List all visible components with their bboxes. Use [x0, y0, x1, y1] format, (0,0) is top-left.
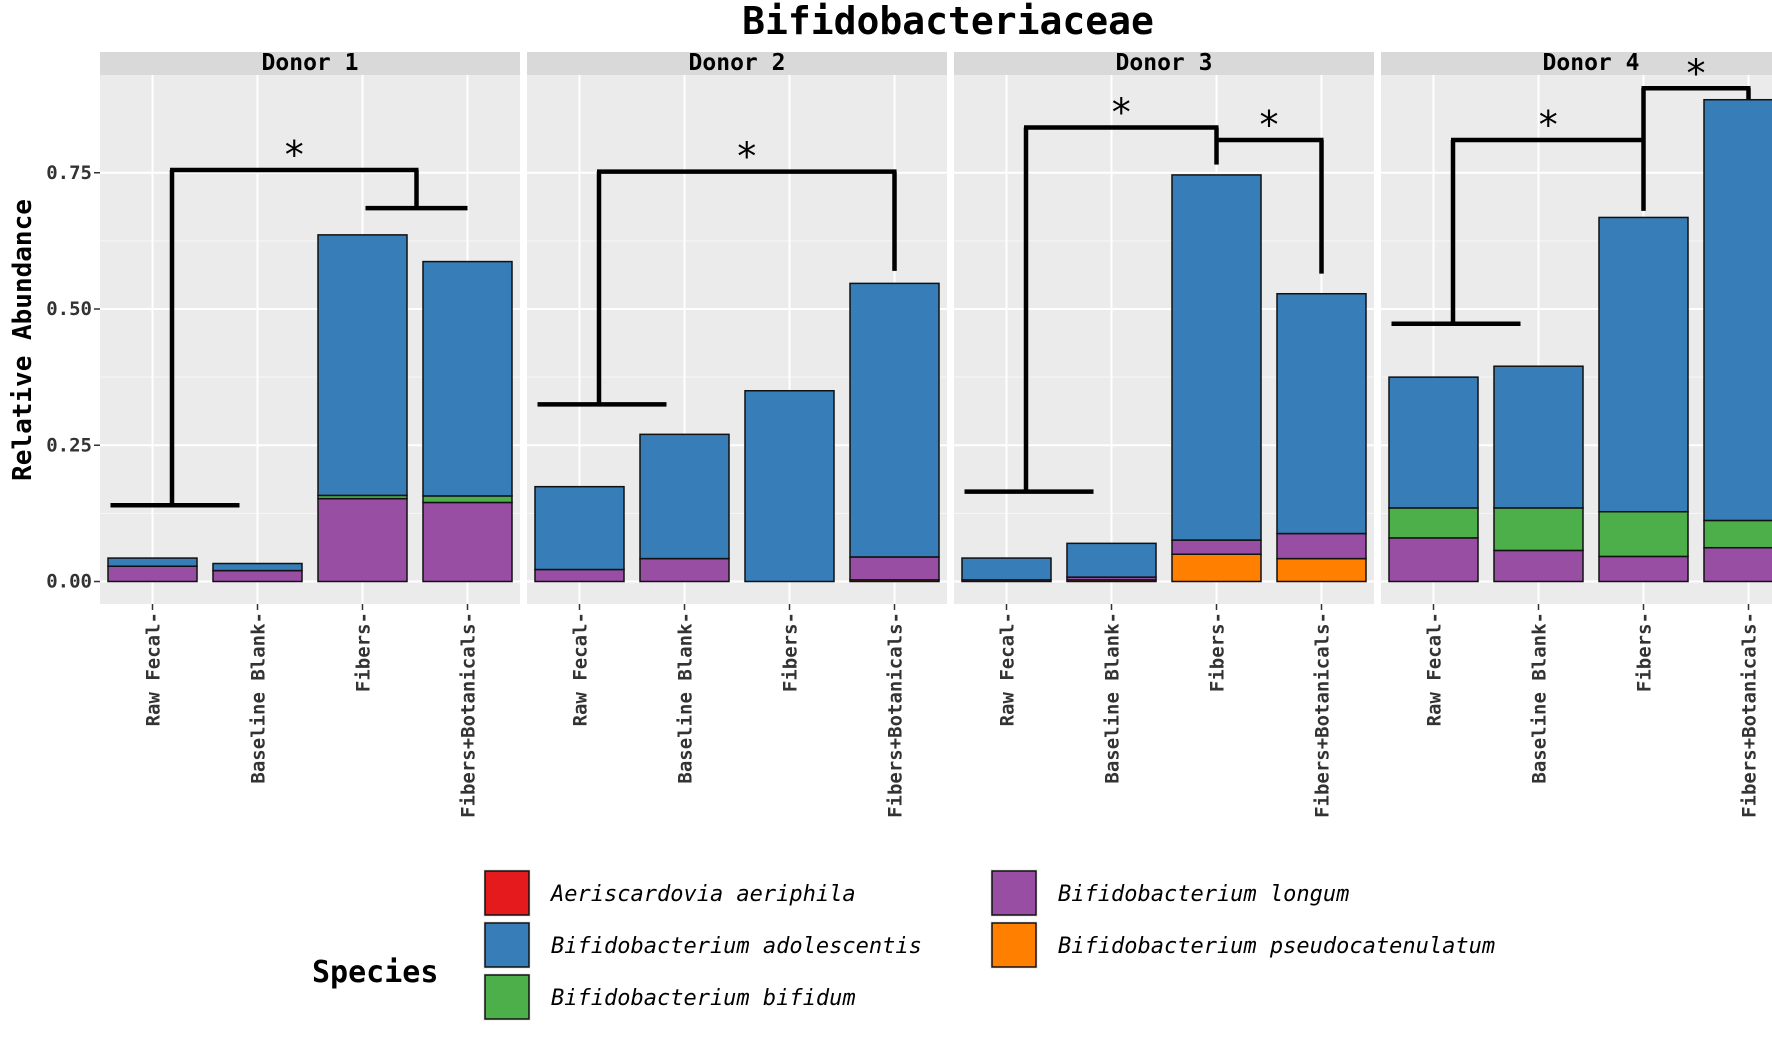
significance-bracket: *	[110, 133, 468, 508]
bar-segment-bifidobacterium-longum-fibers-botanicals	[849, 556, 940, 581]
y-tick-label: 0.75	[46, 162, 92, 184]
bar-segment-bifidobacterium-bifidum-baseline-blank	[1493, 507, 1584, 552]
facet-label-donor-2: Donor 2	[689, 50, 786, 76]
significance-bracket: *	[1214, 103, 1324, 274]
significance-star: *	[1112, 91, 1131, 135]
x-tick-label-raw-fecal: Raw Fecal-	[1424, 612, 1446, 726]
x-tick-label-fibers: Fibers-	[1207, 612, 1229, 692]
bar-segment-bifidobacterium-pseudocatenulatum-fibers	[1171, 553, 1262, 583]
legend-label-bifidobacterium-bifidum: Bifidobacterium bifidum	[551, 986, 856, 1011]
legend-swatch-bifidobacterium-adolescentis	[484, 922, 530, 968]
bar-segment-bifidobacterium-adolescentis-raw-fecal	[1388, 376, 1479, 509]
legend-label-aeriscardovia-aeriphila: Aeriscardovia aeriphila	[549, 882, 856, 907]
panel-donor-3: Donor 3 Raw Fecal- Baseline Blank- Fibers- F…	[954, 50, 1374, 818]
significance-star: *	[1687, 51, 1706, 95]
legend-label-bifidobacterium-longum: Bifidobacterium longum	[1058, 882, 1349, 907]
bar-segment-bifidobacterium-longum-raw-fecal	[1388, 537, 1479, 583]
x-tick-label-fibers: Fibers-	[780, 612, 802, 692]
legend-swatch-bifidobacterium-longum	[991, 870, 1037, 916]
bar-segment-bifidobacterium-adolescentis-fibers-botanicals	[1703, 98, 1772, 522]
x-tick-label-fibers: Fibers-	[1634, 612, 1656, 692]
bar-segment-bifidobacterium-longum-baseline-blank	[639, 557, 730, 583]
bar-segment-bifidobacterium-longum-raw-fecal	[107, 565, 198, 583]
panel-donor-4: Donor 4 Raw Fecal- Baseline Blank- Fibers- F…	[1381, 50, 1772, 818]
x-tick-label-fibers-botanicals: Fibers+Botanicals-	[1739, 612, 1761, 818]
x-tick-label-raw-fecal: Raw Fecal-	[143, 612, 165, 726]
x-tick-label-fibers-botanicals: Fibers+Botanicals-	[458, 612, 480, 818]
bar-segment-bifidobacterium-bifidum-raw-fecal	[1388, 507, 1479, 539]
significance-bracket: *	[1391, 103, 1646, 326]
bar-segment-bifidobacterium-adolescentis-raw-fecal	[107, 557, 198, 567]
y-tick-label: 0.50	[46, 298, 92, 320]
x-tick-label-baseline-blank: Baseline Blank-	[675, 612, 697, 784]
chart-title: Bifidobacteriaceae	[742, 0, 1154, 43]
bar-segment-bifidobacterium-adolescentis-baseline-blank	[1493, 365, 1584, 509]
facet-strip	[1381, 52, 1772, 75]
bar-segment-bifidobacterium-longum-fibers-botanicals	[1276, 532, 1367, 560]
facet-label-donor-4: Donor 4	[1543, 50, 1640, 76]
bar-segment-bifidobacterium-pseudocatenulatum-fibers-botanicals	[1276, 557, 1367, 583]
y-tick-label: 0.25	[46, 434, 92, 456]
facet-label-donor-3: Donor 3	[1116, 50, 1213, 76]
bar-segment-bifidobacterium-longum-baseline-blank	[212, 569, 303, 583]
x-tick-label-fibers-botanicals: Fibers+Botanicals-	[1312, 612, 1334, 818]
y-axis: 0.00 0.25 0.50 0.75	[46, 162, 100, 593]
bar-segment-bifidobacterium-longum-fibers	[1598, 555, 1689, 583]
bar-segment-bifidobacterium-longum-fibers	[317, 497, 408, 583]
bar-segment-bifidobacterium-longum-baseline-blank	[1493, 549, 1584, 583]
x-tick-label-fibers-botanicals: Fibers+Botanicals-	[885, 612, 907, 818]
facet-strip	[100, 52, 520, 75]
facet-panels: Donor 1 Raw Fecal- Baseline Blank- Fibers- F…	[46, 50, 1772, 818]
bar-segment-bifidobacterium-adolescentis-fibers-botanicals	[422, 260, 513, 497]
x-tick-label-baseline-blank: Baseline Blank-	[248, 612, 270, 784]
significance-star: *	[1539, 103, 1558, 147]
bar-segment-bifidobacterium-bifidum-fibers	[1598, 510, 1689, 558]
significance-star: *	[1260, 103, 1279, 147]
y-axis-label: Relative Abundance	[8, 199, 38, 481]
x-tick-label-baseline-blank: Baseline Blank-	[1529, 612, 1551, 784]
bar-segment-bifidobacterium-longum-fibers-botanicals	[1703, 546, 1772, 583]
significance-star: *	[737, 135, 756, 179]
bar-segment-bifidobacterium-adolescentis-fibers-botanicals	[1276, 292, 1367, 535]
significance-bracket: *	[537, 135, 897, 407]
legend: Aeriscardovia aeriphila Bifidobacterium a…	[483, 869, 1495, 1021]
facet-strip	[954, 52, 1374, 75]
x-tick-label-raw-fecal: Raw Fecal-	[997, 612, 1019, 726]
facet-label-donor-1: Donor 1	[262, 50, 359, 76]
bar-segment-bifidobacterium-adolescentis-baseline-blank	[212, 562, 303, 572]
x-tick-label-fibers: Fibers-	[353, 612, 375, 692]
y-tick-label: 0.00	[46, 571, 92, 593]
bar-segment-bifidobacterium-adolescentis-baseline-blank	[1066, 542, 1157, 578]
legend-title: Species	[312, 955, 438, 990]
bar-segment-bifidobacterium-adolescentis-fibers	[1171, 174, 1262, 541]
legend-label-bifidobacterium-pseudocatenulatum: Bifidobacterium pseudocatenulatum	[1058, 934, 1495, 959]
bar-segment-bifidobacterium-adolescentis-fibers	[744, 390, 835, 583]
x-tick-label-raw-fecal: Raw Fecal-	[570, 612, 592, 726]
bar-segment-bifidobacterium-longum-fibers	[1171, 539, 1262, 556]
legend-label-bifidobacterium-adolescentis: Bifidobacterium adolescentis	[551, 934, 922, 959]
significance-bracket: *	[964, 91, 1219, 494]
significance-bracket: *	[1641, 51, 1751, 141]
legend-swatch-bifidobacterium-pseudocatenulatum	[991, 922, 1037, 968]
legend-swatch-aeriscardovia-aeriphila	[484, 870, 530, 916]
bar-segment-bifidobacterium-longum-raw-fecal	[534, 568, 625, 583]
bar-segment-bifidobacterium-bifidum-fibers-botanicals	[1703, 519, 1772, 549]
legend-swatch-bifidobacterium-bifidum	[484, 974, 530, 1020]
bar-segment-bifidobacterium-adolescentis-fibers	[317, 234, 408, 497]
bar-segment-bifidobacterium-longum-fibers-botanicals	[422, 501, 513, 583]
significance-star: *	[285, 133, 304, 177]
facet-strip	[527, 52, 947, 75]
panel-donor-1: Donor 1 Raw Fecal- Baseline Blank- Fibers- F…	[100, 50, 520, 818]
bar-segment-bifidobacterium-adolescentis-baseline-blank	[639, 433, 730, 560]
bar-segment-bifidobacterium-adolescentis-raw-fecal	[961, 557, 1052, 581]
panel-donor-2: Donor 2 Raw Fecal- Baseline Blank- Fibers- F…	[527, 50, 947, 818]
bar-segment-bifidobacterium-adolescentis-fibers	[1598, 216, 1689, 513]
bar-segment-bifidobacterium-bifidum-fibers-botanicals	[422, 495, 513, 504]
bar-segment-bifidobacterium-adolescentis-fibers-botanicals	[849, 282, 940, 558]
bar-segment-bifidobacterium-adolescentis-raw-fecal	[534, 485, 625, 571]
x-tick-label-baseline-blank: Baseline Blank-	[1102, 612, 1124, 784]
